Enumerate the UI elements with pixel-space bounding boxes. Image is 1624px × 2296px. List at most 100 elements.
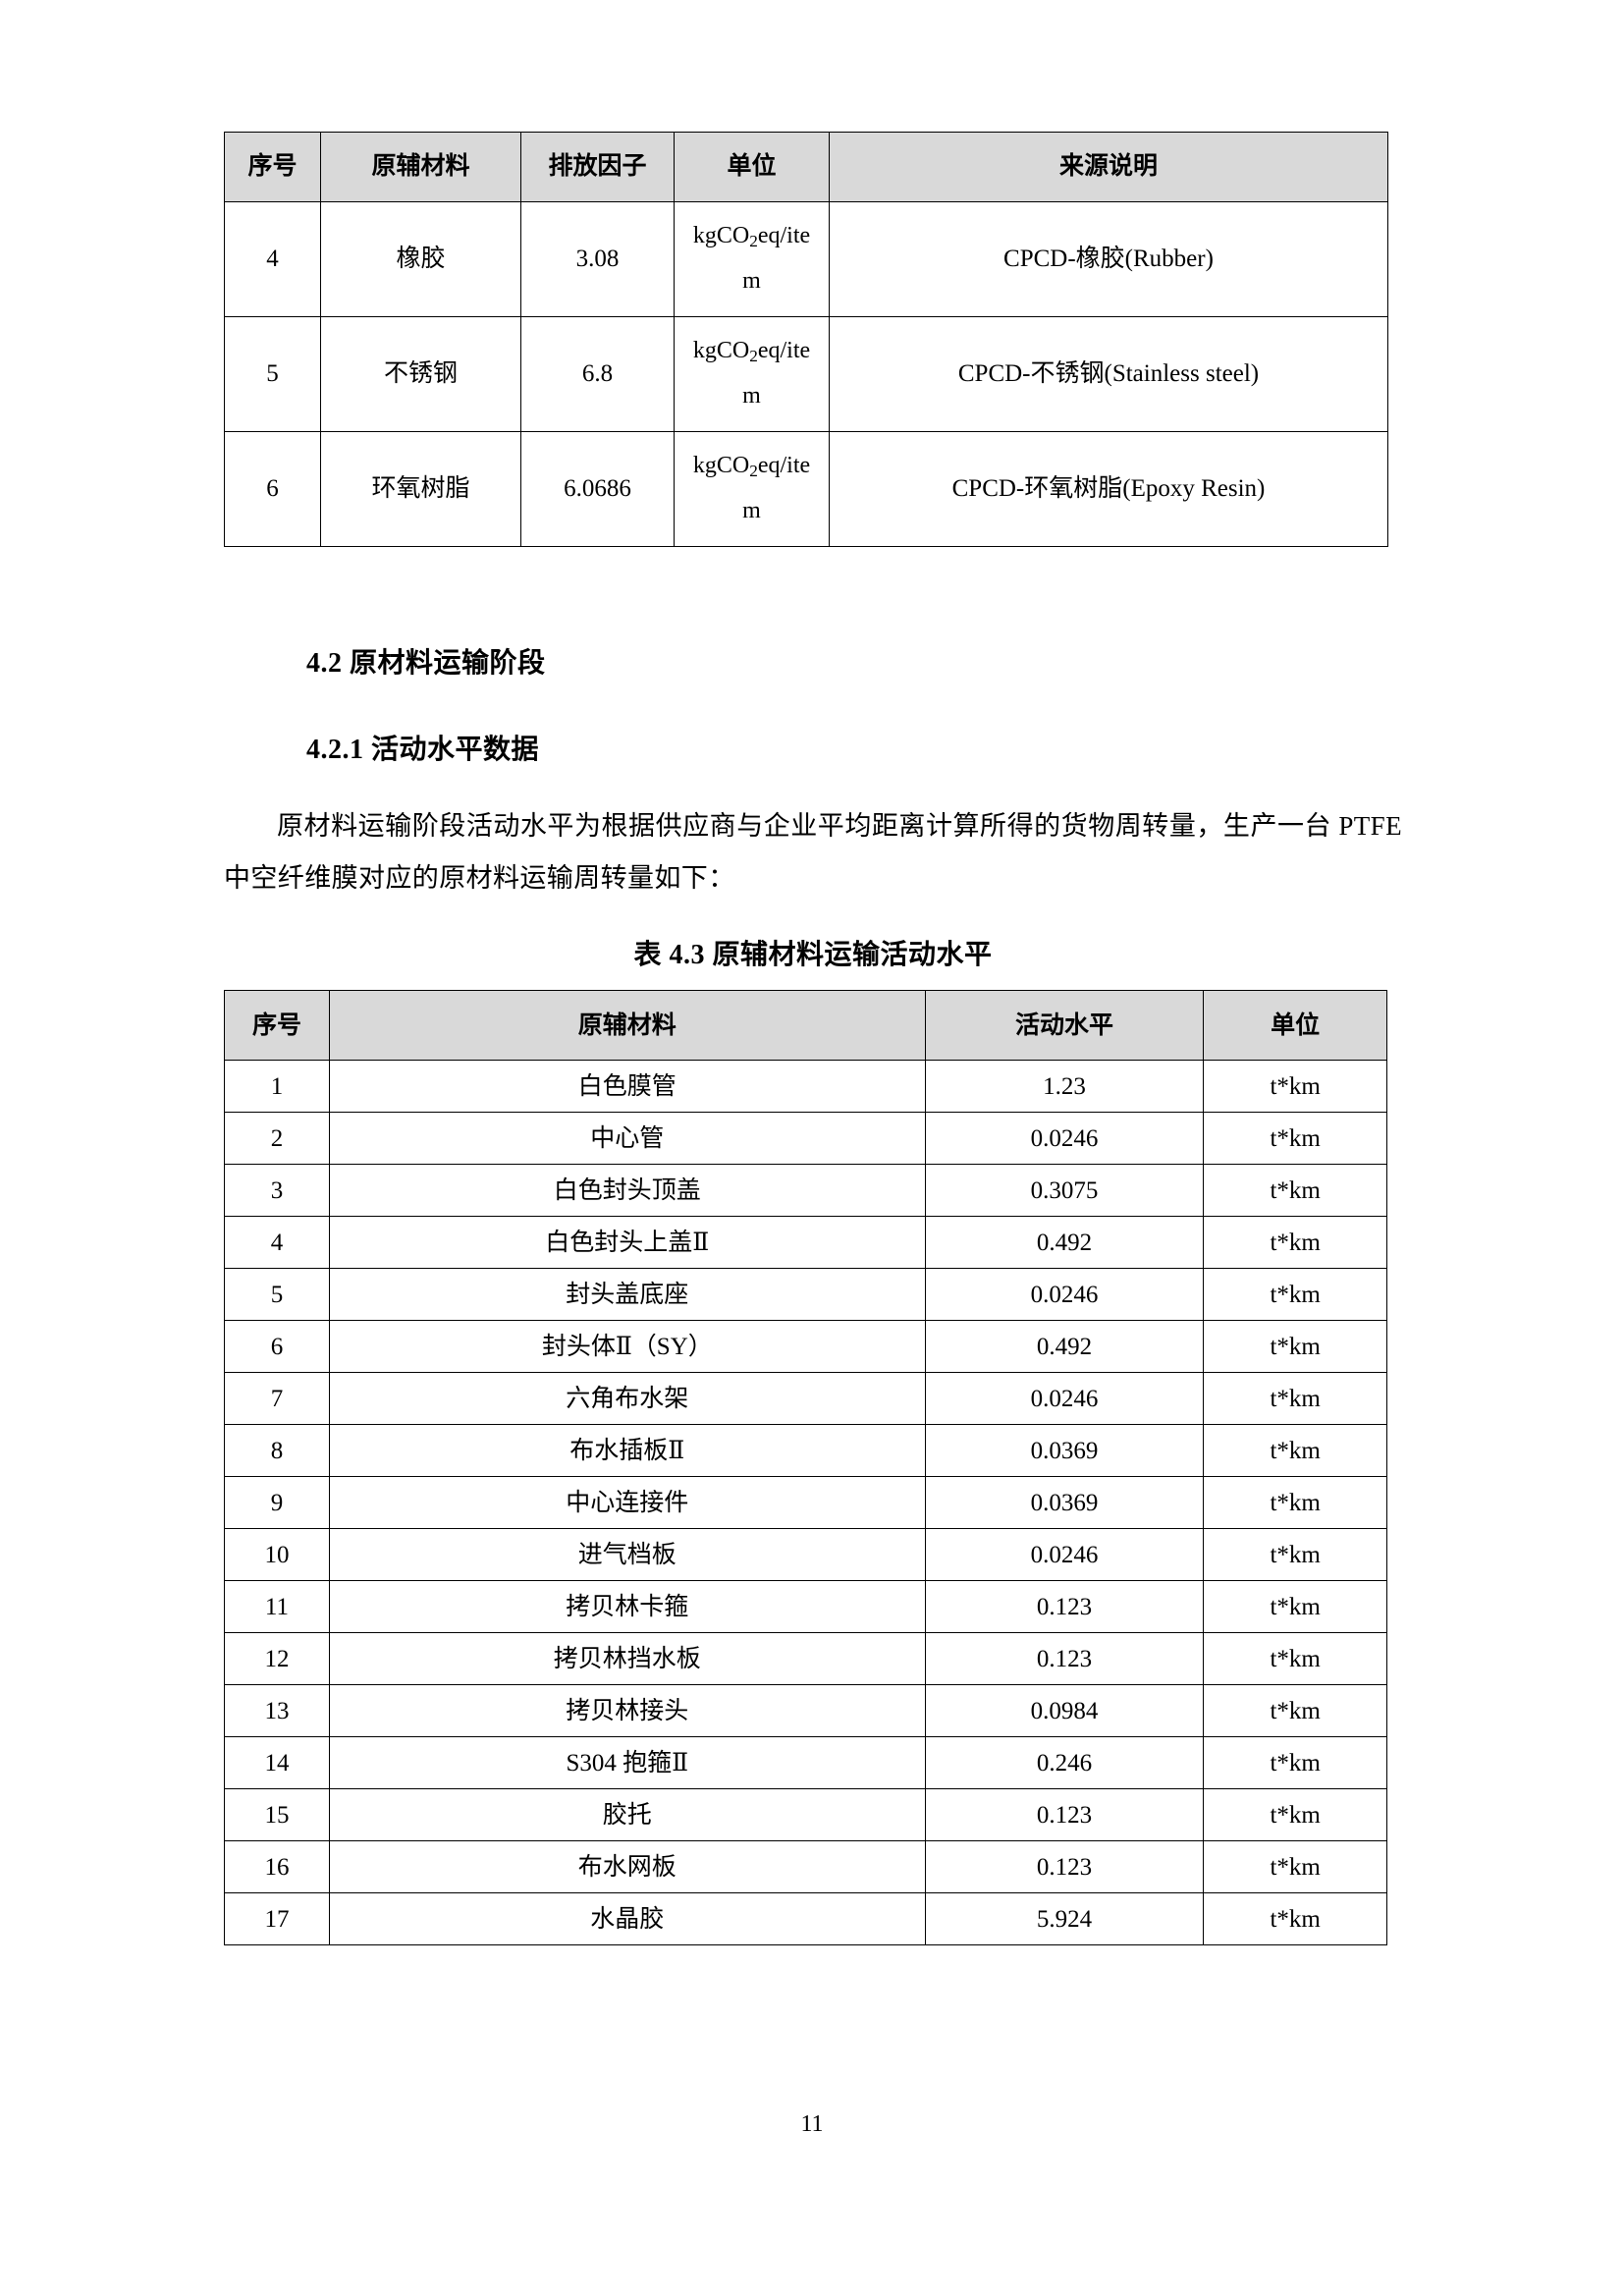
cell-unit: t*km xyxy=(1203,1476,1387,1530)
table-row: 14 S304 抱箍Ⅱ 0.246 t*km xyxy=(224,1736,1387,1790)
table-row: 12 拷贝林挡水板 0.123 t*km xyxy=(224,1632,1387,1686)
cell-index: 2 xyxy=(224,1112,330,1166)
table-row: 8 布水插板Ⅱ 0.0369 t*km xyxy=(224,1424,1387,1478)
cell-unit: t*km xyxy=(1203,1632,1387,1686)
cell-activity-level: 0.492 xyxy=(924,1320,1205,1374)
cell-emission-factor: 6.8 xyxy=(520,316,675,432)
cell-activity-level: 0.3075 xyxy=(924,1164,1205,1218)
cell-material: 不锈钢 xyxy=(320,316,521,432)
cell-activity-level: 0.123 xyxy=(924,1632,1205,1686)
cell-unit: t*km xyxy=(1203,1164,1387,1218)
cell-unit: t*km xyxy=(1203,1268,1387,1322)
cell-activity-level: 5.924 xyxy=(924,1892,1205,1946)
column-header-index: 序号 xyxy=(224,990,330,1062)
cell-index: 4 xyxy=(224,201,321,317)
cell-source: CPCD-不锈钢(Stainless steel) xyxy=(829,316,1388,432)
cell-activity-level: 0.0246 xyxy=(924,1372,1205,1426)
cell-material: 水晶胶 xyxy=(328,1892,926,1946)
cell-index: 7 xyxy=(224,1372,330,1426)
cell-material: 中心连接件 xyxy=(328,1476,926,1530)
cell-activity-level: 0.0984 xyxy=(924,1684,1205,1738)
cell-activity-level: 0.0369 xyxy=(924,1424,1205,1478)
cell-unit: t*km xyxy=(1203,1840,1387,1894)
cell-index: 1 xyxy=(224,1060,330,1114)
cell-unit: t*km xyxy=(1203,1736,1387,1790)
column-header-activity-level: 活动水平 xyxy=(924,990,1205,1062)
cell-unit: t*km xyxy=(1203,1528,1387,1582)
cell-material: 封头体Ⅱ（SY） xyxy=(328,1320,926,1374)
table-row: 9 中心连接件 0.0369 t*km xyxy=(224,1476,1387,1530)
cell-index: 10 xyxy=(224,1528,330,1582)
emission-factor-table: 序号 原辅材料 排放因子 单位 来源说明 4 橡胶 3.08 kgCO2eq/ite m… xyxy=(224,132,1388,547)
table-row: 13 拷贝林接头 0.0984 t*km xyxy=(224,1684,1387,1738)
cell-source: CPCD-环氧树脂(Epoxy Resin) xyxy=(829,431,1388,547)
cell-source: CPCD-橡胶(Rubber) xyxy=(829,201,1388,317)
cell-index: 6 xyxy=(224,431,321,547)
cell-unit: t*km xyxy=(1203,1788,1387,1842)
cell-activity-level: 0.123 xyxy=(924,1580,1205,1634)
cell-material: 拷贝林挡水板 xyxy=(328,1632,926,1686)
transport-activity-table: 序号 原辅材料 活动水平 单位 1 白色膜管 1.23 t*km 2 中心管 0.0246 t… xyxy=(224,990,1387,1946)
table-header-row: 序号 原辅材料 排放因子 单位 来源说明 xyxy=(224,132,1388,202)
cell-unit: t*km xyxy=(1203,1112,1387,1166)
table-row: 11 拷贝林卡箍 0.123 t*km xyxy=(224,1580,1387,1634)
cell-material: 白色膜管 xyxy=(328,1060,926,1114)
table-row: 1 白色膜管 1.23 t*km xyxy=(224,1060,1387,1114)
cell-material: 中心管 xyxy=(328,1112,926,1166)
page-content: 序号 原辅材料 排放因子 单位 来源说明 4 橡胶 3.08 kgCO2eq/ite m… xyxy=(224,0,1402,1946)
table-row: 16 布水网板 0.123 t*km xyxy=(224,1840,1387,1894)
table-row: 4 白色封头上盖Ⅱ 0.492 t*km xyxy=(224,1216,1387,1270)
cell-material: 进气档板 xyxy=(328,1528,926,1582)
cell-activity-level: 0.246 xyxy=(924,1736,1205,1790)
table-row: 5 封头盖底座 0.0246 t*km xyxy=(224,1268,1387,1322)
table-row: 6 封头体Ⅱ（SY） 0.492 t*km xyxy=(224,1320,1387,1374)
table-row: 4 橡胶 3.08 kgCO2eq/ite m CPCD-橡胶(Rubber) xyxy=(224,201,1388,317)
cell-index: 14 xyxy=(224,1736,330,1790)
cell-activity-level: 0.123 xyxy=(924,1788,1205,1842)
cell-material: 拷贝林接头 xyxy=(328,1684,926,1738)
cell-material: S304 抱箍Ⅱ xyxy=(328,1736,926,1790)
cell-unit: t*km xyxy=(1203,1372,1387,1426)
body-paragraph: 原材料运输阶段活动水平为根据供应商与企业平均距离计算所得的货物周转量，生产一台 … xyxy=(224,811,1402,893)
cell-unit: t*km xyxy=(1203,1060,1387,1114)
column-header-source: 来源说明 xyxy=(829,132,1388,202)
cell-emission-factor: 3.08 xyxy=(520,201,675,317)
cell-index: 9 xyxy=(224,1476,330,1530)
cell-unit: t*km xyxy=(1203,1892,1387,1946)
table-row: 5 不锈钢 6.8 kgCO2eq/ite m CPCD-不锈钢(Stainless st… xyxy=(224,316,1388,432)
cell-material: 六角布水架 xyxy=(328,1372,926,1426)
emission-factor-table-body: 4 橡胶 3.08 kgCO2eq/ite m CPCD-橡胶(Rubber) 5 不锈钢 6.… xyxy=(224,201,1388,547)
cell-activity-level: 0.0246 xyxy=(924,1268,1205,1322)
cell-unit: t*km xyxy=(1203,1580,1387,1634)
column-header-unit: 单位 xyxy=(674,132,830,202)
cell-material: 封头盖底座 xyxy=(328,1268,926,1322)
cell-activity-level: 0.492 xyxy=(924,1216,1205,1270)
table-row: 7 六角布水架 0.0246 t*km xyxy=(224,1372,1387,1426)
transport-activity-table-body: 1 白色膜管 1.23 t*km 2 中心管 0.0246 t*km 3 白色封头顶盖 0.3075… xyxy=(224,1060,1387,1946)
table-header-row: 序号 原辅材料 活动水平 单位 xyxy=(224,990,1387,1062)
column-header-index: 序号 xyxy=(224,132,321,202)
cell-index: 17 xyxy=(224,1892,330,1946)
cell-material: 环氧树脂 xyxy=(320,431,521,547)
cell-material: 橡胶 xyxy=(320,201,521,317)
table-row: 6 环氧树脂 6.0686 kgCO2eq/ite m CPCD-环氧树脂(Epoxy R… xyxy=(224,431,1388,547)
column-header-material: 原辅材料 xyxy=(328,990,926,1062)
cell-material: 布水网板 xyxy=(328,1840,926,1894)
table-row: 10 进气档板 0.0246 t*km xyxy=(224,1528,1387,1582)
cell-index: 16 xyxy=(224,1840,330,1894)
cell-activity-level: 1.23 xyxy=(924,1060,1205,1114)
cell-index: 11 xyxy=(224,1580,330,1634)
emission-factor-table-header: 序号 原辅材料 排放因子 单位 来源说明 xyxy=(224,132,1388,202)
cell-index: 8 xyxy=(224,1424,330,1478)
cell-unit: kgCO2eq/ite m xyxy=(674,201,830,317)
table-row: 3 白色封头顶盖 0.3075 t*km xyxy=(224,1164,1387,1218)
cell-index: 4 xyxy=(224,1216,330,1270)
page-number: 11 xyxy=(800,2111,824,2137)
table-row: 15 胶托 0.123 t*km xyxy=(224,1788,1387,1842)
cell-activity-level: 0.123 xyxy=(924,1840,1205,1894)
cell-material: 胶托 xyxy=(328,1788,926,1842)
cell-index: 3 xyxy=(224,1164,330,1218)
section-heading-4-2: 4.2 原材料运输阶段 xyxy=(306,648,546,679)
cell-index: 13 xyxy=(224,1684,330,1738)
cell-unit: t*km xyxy=(1203,1684,1387,1738)
